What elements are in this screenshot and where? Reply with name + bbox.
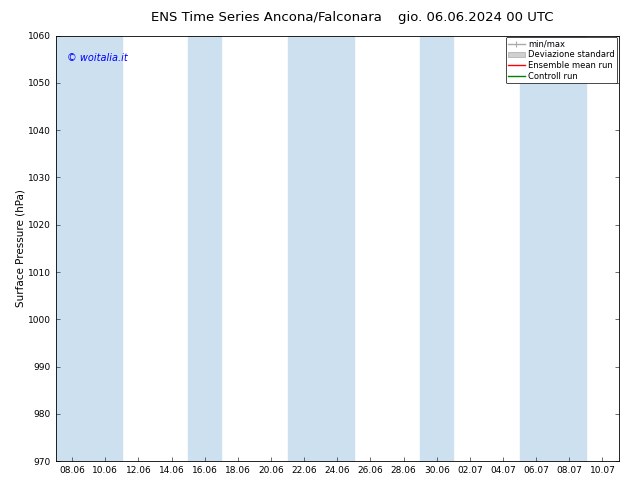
Bar xyxy=(553,36,586,461)
Bar xyxy=(89,36,122,461)
Text: ENS Time Series Ancona/Falconara: ENS Time Series Ancona/Falconara xyxy=(151,11,382,24)
Bar xyxy=(288,36,321,461)
Bar xyxy=(56,36,89,461)
Bar xyxy=(321,36,354,461)
Bar xyxy=(420,36,453,461)
Bar xyxy=(188,36,221,461)
Bar xyxy=(520,36,553,461)
Text: © woitalia.it: © woitalia.it xyxy=(67,52,127,63)
Legend: min/max, Deviazione standard, Ensemble mean run, Controll run: min/max, Deviazione standard, Ensemble m… xyxy=(505,37,618,83)
Y-axis label: Surface Pressure (hPa): Surface Pressure (hPa) xyxy=(15,190,25,307)
Text: gio. 06.06.2024 00 UTC: gio. 06.06.2024 00 UTC xyxy=(398,11,553,24)
